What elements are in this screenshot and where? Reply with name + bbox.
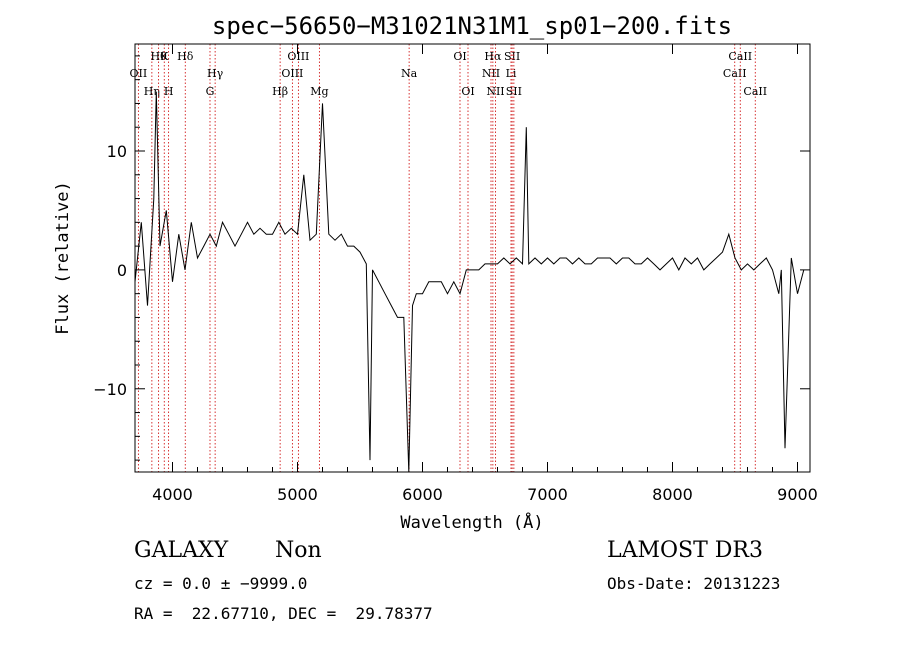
line-marker-label-19: SII [504,50,520,63]
line-marker-label-21: CaII [723,67,747,80]
redshift-text: cz = 0.0 ± −9999.0 [134,574,308,593]
line-marker-label-10: Hβ [272,85,288,98]
obs-date-text: Obs-Date: 20131223 [607,574,781,593]
line-marker-label-4: H [164,85,174,98]
line-marker-label-14: OI [461,85,474,98]
line-markers: OII Hη HθK H Hδ G Hγ OIII OIII Hβ Mg Na OI OI NII Hα NII… [130,44,767,472]
spectrum-line [134,91,805,473]
line-marker-label-13: OI [453,50,466,63]
survey-name: LAMOST DR3 [607,538,763,563]
object-class: GALAXY [134,538,229,563]
x-tick-label-2: 6000 [402,485,443,504]
x-tick-label-4: 8000 [652,485,693,504]
x-axis-label: Wavelength (Å) [400,511,543,533]
line-marker-label-12: Na [401,67,418,80]
line-marker-label-15: NII [482,67,500,80]
line-marker-label-1: Hη [144,85,160,98]
x-axis: 4000 5000 6000 7000 8000 9000 [152,44,818,504]
y-axis: −10 0 10 [93,55,810,461]
x-tick-label-0: 4000 [152,485,193,504]
plot-frame [134,43,811,473]
line-marker-label-17: NII [486,85,504,98]
line-marker-label-16: Hα [484,50,502,63]
line-marker-label-3: K [160,50,169,63]
line-marker-label-6: G [206,85,215,98]
y-tick-label-1: 0 [117,261,127,280]
line-marker-label-0: OII [130,67,148,80]
line-marker-label-9: OIII [287,50,309,63]
object-subclass: Non [275,538,322,563]
coordinates-text: RA = 22.67710, DEC = 29.78377 [134,604,433,623]
y-tick-label-2: 10 [107,142,127,161]
x-tick-label-3: 7000 [527,485,568,504]
line-marker-label-20: SII [506,85,522,98]
line-marker-label-2: Hθ [151,50,168,63]
y-axis-label: Flux (relative) [53,181,73,335]
line-marker-label-5: Hδ [177,50,194,63]
line-marker-label-7: Hγ [207,67,224,80]
line-marker-label-8: OIII [281,67,303,80]
line-marker-label-11: Mg [310,85,328,98]
chart-title: spec−56650−M31021N31M1_sp01−200.fits [212,12,732,40]
line-marker-label-18: Li [506,67,517,80]
x-tick-label-1: 5000 [277,485,318,504]
x-tick-label-5: 9000 [777,485,818,504]
y-tick-label-0: −10 [93,380,127,399]
line-marker-label-22: CaII [728,50,752,63]
line-marker-label-23: CaII [743,85,767,98]
